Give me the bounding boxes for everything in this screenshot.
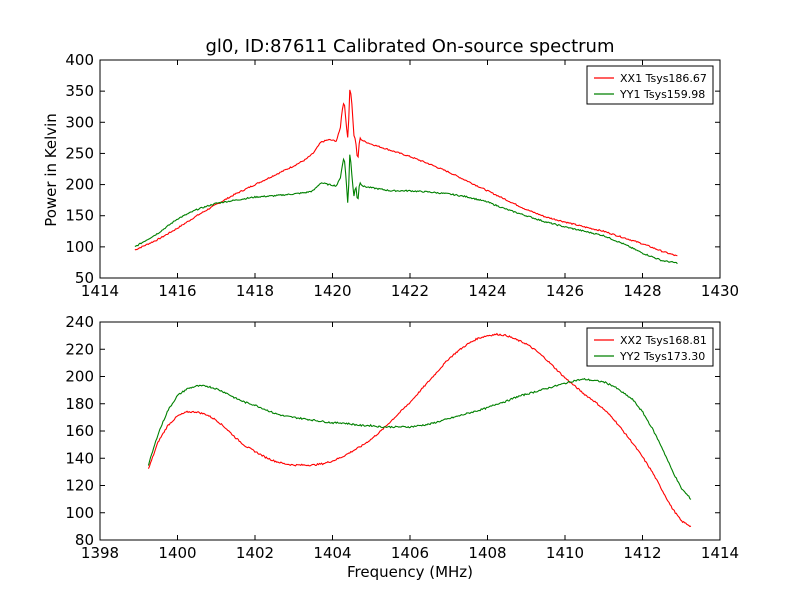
series-line-1 — [134, 89, 678, 257]
y-axis-label: Power in Kelvin — [42, 113, 60, 227]
x-tick-label: 1414 — [81, 282, 119, 300]
legend-entry: XX1 Tsys186.67 — [620, 72, 707, 85]
legend-entry: XX2 Tsys168.81 — [620, 334, 707, 347]
y-tick-label: 350 — [65, 82, 94, 100]
x-tick-label: 1422 — [391, 282, 429, 300]
x-tick-label: 1412 — [623, 544, 661, 562]
x-tick-label: 1428 — [623, 282, 661, 300]
legend-box — [586, 65, 714, 105]
bottom-spectrum-plot: 1398 1400 1402 1404 1406 1408 1410 1412 1414 80 10… — [65, 313, 739, 562]
x-tick-label: 1406 — [391, 544, 429, 562]
y-tick-label: 50 — [75, 269, 94, 287]
x-tick-label: 1426 — [546, 282, 584, 300]
y-tick-label: 80 — [75, 531, 94, 549]
y-tick-label: 240 — [65, 313, 94, 331]
y-tick-label: 180 — [65, 395, 94, 413]
y-tick-label: 400 — [65, 51, 94, 69]
x-tick-label: 1414 — [701, 544, 739, 562]
series-line-1 — [147, 332, 692, 528]
x-tick-label: 1416 — [158, 282, 196, 300]
y-tick-label: 120 — [65, 477, 94, 495]
y-tick-label: 300 — [65, 113, 94, 131]
x-tick-label: 1430 — [701, 282, 739, 300]
y-tick-label: 220 — [65, 340, 94, 358]
y-tick-label: 250 — [65, 144, 94, 162]
y-tick-label: 160 — [65, 422, 94, 440]
y-tick-label: 140 — [65, 449, 94, 467]
series-line-2 — [147, 377, 692, 500]
y-tick-label: 200 — [65, 368, 94, 386]
x-tick-label: 1400 — [158, 544, 196, 562]
chart-title: gl0, ID:87611 Calibrated On-source spect… — [205, 36, 614, 57]
x-axis-label: Frequency (MHz) — [347, 563, 473, 581]
x-tick-label: 1420 — [313, 282, 351, 300]
x-tick-label: 1398 — [81, 544, 119, 562]
x-tick-label: 1408 — [468, 544, 506, 562]
series-line-2 — [134, 154, 678, 265]
top-spectrum-plot: 1414 1416 1418 1420 1422 1424 1426 1428 1430 50 10… — [65, 51, 739, 300]
x-tick-label: 1424 — [468, 282, 506, 300]
legend-box — [586, 327, 714, 367]
y-tick-label: 100 — [65, 504, 94, 522]
x-tick-label: 1404 — [313, 544, 351, 562]
x-tick-label: 1418 — [236, 282, 274, 300]
y-tick-label: 100 — [65, 238, 94, 256]
legend-entry: YY2 Tsys173.30 — [619, 350, 705, 363]
y-tick-label: 200 — [65, 176, 94, 194]
x-tick-label: 1402 — [236, 544, 274, 562]
legend-entry: YY1 Tsys159.98 — [619, 88, 705, 101]
x-tick-label: 1410 — [546, 544, 584, 562]
y-tick-label: 150 — [65, 207, 94, 225]
